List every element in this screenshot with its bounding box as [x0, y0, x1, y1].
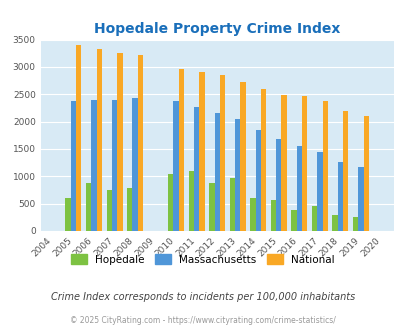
Text: © 2025 CityRating.com - https://www.cityrating.com/crime-statistics/: © 2025 CityRating.com - https://www.city… — [70, 315, 335, 325]
Bar — [337, 162, 342, 231]
Bar — [188, 171, 194, 231]
Bar — [106, 190, 112, 231]
Bar — [352, 217, 357, 231]
Bar — [281, 95, 286, 231]
Bar — [332, 215, 337, 231]
Bar — [301, 96, 307, 231]
Bar — [112, 100, 117, 231]
Bar — [65, 198, 70, 231]
Bar — [249, 198, 255, 231]
Bar — [173, 101, 178, 231]
Bar — [194, 107, 199, 231]
Bar — [127, 188, 132, 231]
Title: Hopedale Property Crime Index: Hopedale Property Crime Index — [94, 22, 339, 36]
Bar — [316, 152, 322, 231]
Bar — [342, 111, 347, 231]
Bar — [86, 183, 91, 231]
Bar — [275, 139, 281, 231]
Bar — [363, 115, 368, 231]
Legend: Hopedale, Massachusetts, National: Hopedale, Massachusetts, National — [67, 250, 338, 269]
Bar — [96, 49, 102, 231]
Bar — [229, 178, 234, 231]
Bar — [70, 101, 76, 231]
Bar — [214, 113, 220, 231]
Bar — [209, 183, 214, 231]
Bar — [234, 119, 240, 231]
Bar — [76, 45, 81, 231]
Bar — [260, 89, 266, 231]
Bar — [296, 146, 301, 231]
Bar — [137, 55, 143, 231]
Bar — [270, 200, 275, 231]
Bar — [91, 100, 96, 231]
Bar — [240, 82, 245, 231]
Bar — [357, 167, 363, 231]
Text: Crime Index corresponds to incidents per 100,000 inhabitants: Crime Index corresponds to incidents per… — [51, 292, 354, 302]
Bar — [220, 75, 225, 231]
Bar — [132, 98, 137, 231]
Bar — [322, 101, 327, 231]
Bar — [199, 72, 204, 231]
Bar — [311, 206, 316, 231]
Bar — [117, 53, 122, 231]
Bar — [291, 210, 296, 231]
Bar — [168, 174, 173, 231]
Bar — [178, 69, 184, 231]
Bar — [255, 130, 260, 231]
